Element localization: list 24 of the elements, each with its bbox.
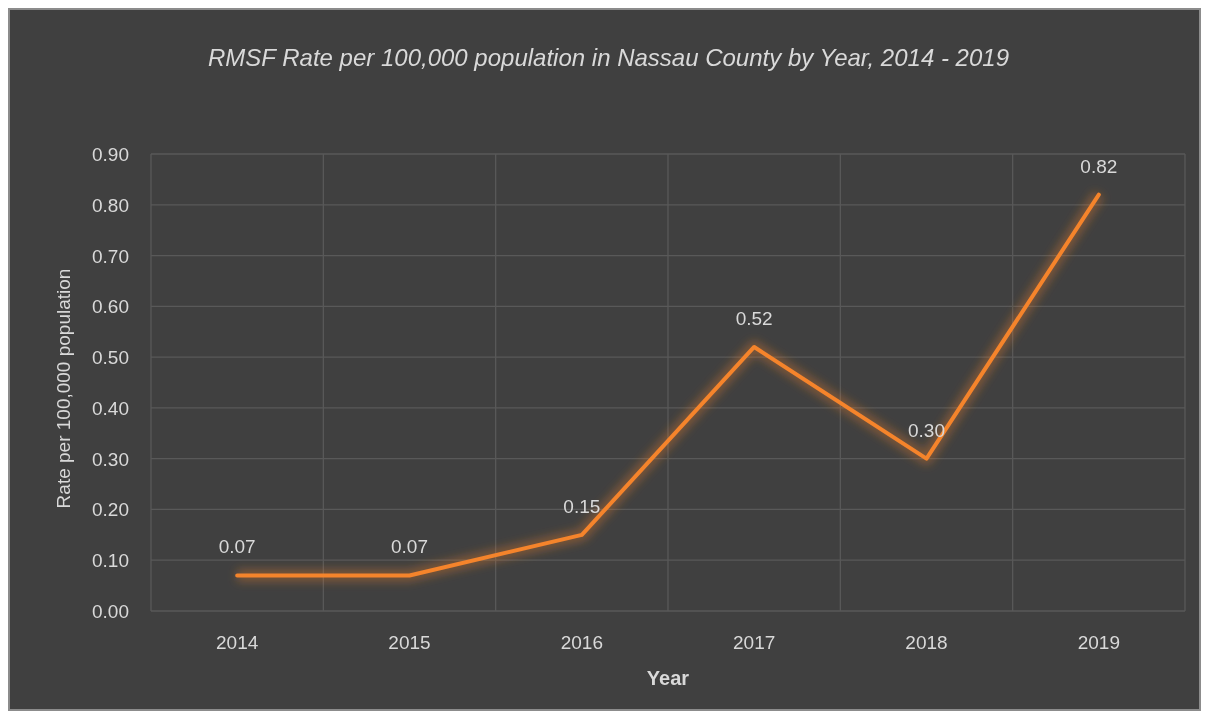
x-tick-label: 2015 xyxy=(388,632,431,653)
y-tick-label: 0.90 xyxy=(92,144,129,165)
x-tick-label: 2018 xyxy=(905,632,948,653)
data-label: 0.52 xyxy=(735,307,773,329)
y-axis-title: Rate per 100,000 population xyxy=(53,268,74,509)
y-tick-label: 0.20 xyxy=(92,499,129,521)
y-tick-label: 0.70 xyxy=(92,245,129,267)
x-tick-label: 2019 xyxy=(1077,632,1120,653)
y-tick-label: 0.40 xyxy=(92,397,129,419)
data-label: 0.07 xyxy=(391,536,428,558)
y-tick-label: 0.00 xyxy=(92,601,129,622)
x-axis-title: Year xyxy=(646,667,690,689)
y-tick-label: 0.60 xyxy=(92,296,129,318)
data-label: 0.15 xyxy=(563,495,601,517)
data-label: 0.82 xyxy=(1080,155,1118,177)
y-tick-label: 0.50 xyxy=(92,347,129,369)
x-tick-label: 2014 xyxy=(216,632,259,653)
x-tick-label: 2016 xyxy=(560,632,603,653)
y-tick-label: 0.10 xyxy=(92,550,129,572)
x-tick-label: 2017 xyxy=(733,632,776,653)
data-label: 0.07 xyxy=(218,536,256,558)
y-tick-label: 0.80 xyxy=(92,194,129,216)
chart-title: RMSF Rate per 100,000 population in Nassau County by Year, 2014 - 2019 xyxy=(208,44,1009,71)
y-tick-label: 0.30 xyxy=(92,448,129,470)
